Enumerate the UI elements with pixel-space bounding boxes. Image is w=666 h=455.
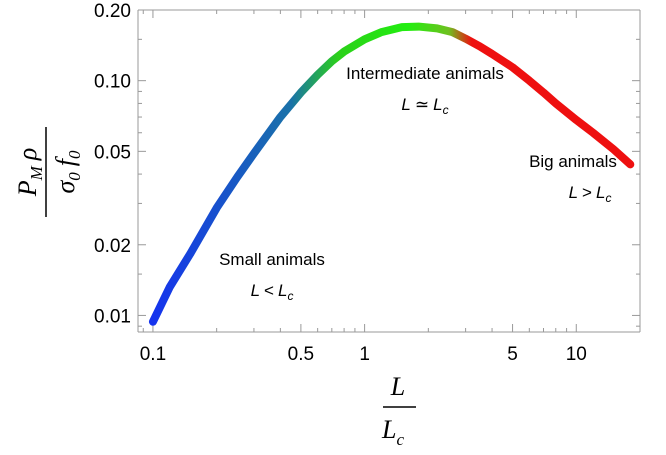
annotation-big-formula: L > Lc xyxy=(569,183,612,205)
y-axis-label-numerator: PMρ xyxy=(13,148,46,198)
annotation-intermediate-formula: L ≃ Lc xyxy=(401,95,448,117)
x-tick-label: 0.5 xyxy=(288,344,314,365)
axis-ticks xyxy=(138,9,641,332)
x-tick-label: 10 xyxy=(566,344,587,365)
y-axis-label: PMρ σ0f0 xyxy=(13,127,84,217)
x-tick-label: 0.1 xyxy=(140,344,166,365)
x-axis-label: L Lc xyxy=(381,372,416,449)
annotation-intermediate-text: Intermediate animals xyxy=(346,64,504,83)
plot-frame xyxy=(137,9,641,333)
x-axis-label-numerator: L xyxy=(390,372,405,401)
annotation-small-text: Small animals xyxy=(219,250,325,269)
x-tick-label: 5 xyxy=(507,344,518,365)
y-tick-label: 0.05 xyxy=(94,142,131,163)
annotation-small: Small animals L < Lc xyxy=(219,250,325,303)
data-curve xyxy=(148,22,635,326)
annotation-small-formula: L < Lc xyxy=(251,281,294,303)
y-tick-label: 0.20 xyxy=(94,1,131,22)
axis-tick-labels: 0.1 0.5 1 5 10 0.01 0.02 0.05 0.10 0.20 xyxy=(94,1,587,365)
x-axis-label-denominator: Lc xyxy=(381,415,404,449)
y-tick-label: 0.10 xyxy=(94,72,131,93)
y-tick-label: 0.01 xyxy=(94,306,131,327)
annotation-big: Big animals L > Lc xyxy=(529,152,617,205)
annotation-intermediate: Intermediate animals L ≃ Lc xyxy=(346,64,504,117)
annotation-big-text: Big animals xyxy=(529,152,617,171)
x-tick-label: 1 xyxy=(359,344,370,365)
y-axis-label-denominator: σ0f0 xyxy=(51,150,84,194)
y-tick-label: 0.02 xyxy=(94,236,131,257)
